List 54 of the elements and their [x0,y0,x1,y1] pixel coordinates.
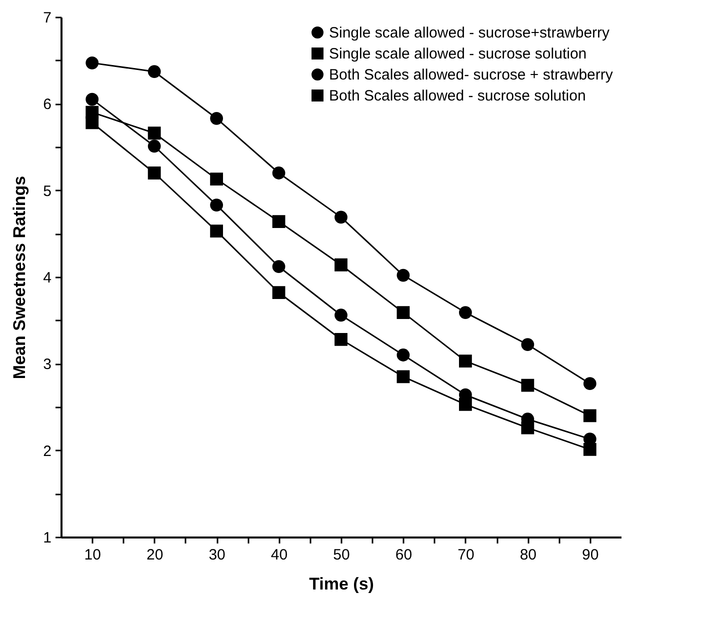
point [334,308,348,322]
point [148,126,161,140]
point [396,268,410,282]
point [210,172,224,186]
legend-label: Single scale allowed - sucrose solution [329,46,587,62]
y-tick-label: 2 [43,442,52,460]
point [210,198,224,212]
y-tick-label: 6 [43,96,52,114]
point [148,65,161,78]
point [458,398,472,411]
point [583,409,596,422]
legend-label: Both Scales allowed- sucrose + strawberry [329,66,614,84]
point [458,306,472,319]
point [148,166,161,180]
point [86,92,99,106]
point [272,260,286,274]
point [334,210,348,224]
x-tick-label: 10 [84,546,101,564]
point [521,421,534,434]
y-tick-label: 3 [43,356,52,374]
point [334,332,348,346]
legend-label: Single scale allowed - sucrose+strawberry [329,24,610,42]
x-tick-label: 30 [208,546,226,564]
x-axis-title: Time (s) [309,574,374,594]
point [86,116,99,130]
x-tick-label: 90 [582,546,599,564]
point [86,56,99,70]
y-tick-label: 7 [43,10,52,26]
y-tick-label: 5 [43,182,52,200]
x-tick-label: 50 [333,546,350,564]
point [458,354,472,368]
point [521,378,534,392]
legend-label: Both Scales allowed - sucrose solution [329,88,586,104]
point [583,443,596,456]
x-tick-label: 60 [395,546,412,564]
x-tick-label: 20 [146,546,164,564]
point [210,112,224,125]
point [272,286,286,300]
point [210,224,224,238]
y-axis-title: Mean Sweetness Ratings [10,176,30,380]
x-tick-label: 40 [270,546,288,564]
point [396,348,410,362]
point [148,140,161,153]
point [272,166,286,180]
x-tick-label: 70 [458,546,474,564]
point [583,377,596,390]
point [521,338,534,352]
x-tick-label: 80 [520,546,537,564]
point [396,370,410,384]
y-tick-label: 4 [43,270,52,286]
point [272,215,286,228]
point [396,306,410,319]
point [334,258,348,272]
y-tick-label: 1 [43,530,52,546]
